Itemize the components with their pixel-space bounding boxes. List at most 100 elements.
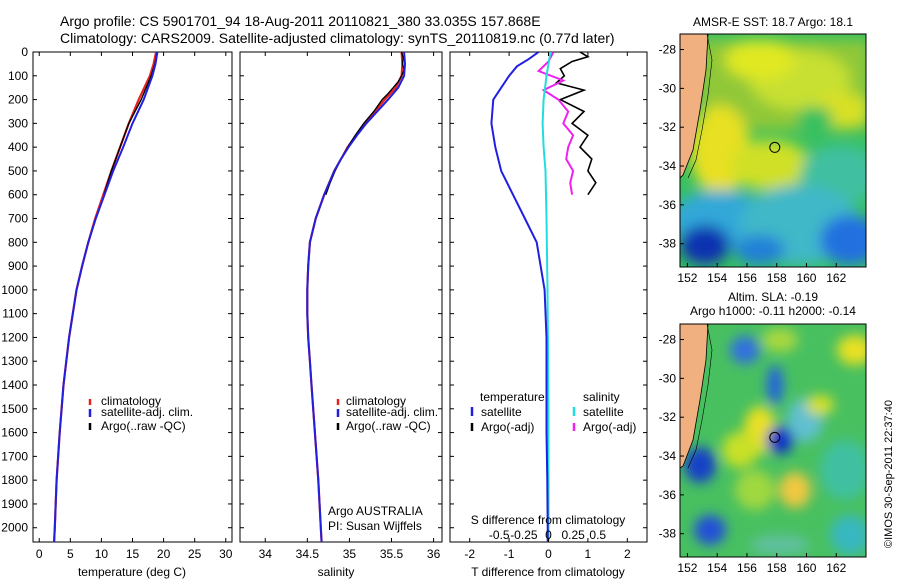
- difference-x-tick-label: -1: [504, 547, 515, 561]
- legend-header-salinity: salinity: [583, 390, 620, 404]
- map-lat-label: -30: [659, 371, 677, 385]
- depth-tick-label: 1500: [1, 402, 28, 416]
- legend-header-temperature: temperature: [480, 390, 545, 404]
- depth-tick-label: 100: [8, 69, 28, 83]
- difference-top-label: S difference from climatology: [471, 513, 626, 527]
- legend-satellite: satellite-adj. clim.: [101, 405, 193, 419]
- salinity-x-tick-label: 36: [427, 547, 441, 561]
- sla-map-field: [680, 324, 866, 557]
- map-lon-label: 152: [677, 561, 697, 575]
- map-lat-label: -32: [659, 120, 677, 134]
- depth-tick-label: 1400: [1, 378, 28, 392]
- depth-tick-label: 1800: [1, 473, 28, 487]
- depth-tick-label: 0: [21, 45, 28, 59]
- legend-climatology: climatology: [346, 394, 406, 408]
- depth-tick-label: 1700: [1, 449, 28, 463]
- map-lat-label: -38: [659, 527, 677, 541]
- depth-tick-label: 200: [8, 93, 28, 107]
- figure-title-line2: Climatology: CARS2009. Satellite-adjuste…: [60, 30, 615, 46]
- salinity-panel-frame: [239, 51, 443, 543]
- difference-lines: [490, 52, 597, 542]
- legend-sal-satellite: satellite: [583, 405, 624, 419]
- salinity-x-tick-label: 35.5: [380, 547, 404, 561]
- legend-argo: Argo(..raw -QC): [346, 419, 431, 433]
- depth-tick-label: 800: [8, 235, 28, 249]
- sst-argo-location-marker: [769, 141, 781, 153]
- map-lat-label: -28: [659, 43, 677, 57]
- map-lat-label: -36: [659, 198, 677, 212]
- sst-map-title: AMSR-E SST: 18.7 Argo: 18.1: [693, 15, 853, 29]
- salinity-lines: [306, 52, 407, 542]
- depth-tick-label: 700: [8, 212, 28, 226]
- depth-tick-label: 1100: [2, 307, 28, 321]
- salinity-x-tick-label: 34.5: [296, 547, 320, 561]
- series-temperature-satellite: [490, 52, 549, 542]
- legend-temp-argo: Argo(-adj): [481, 420, 534, 434]
- difference-x-tick-label: 0: [545, 547, 552, 561]
- sst-map-ticks: 152 154 156 158 160 162 -28 -30 -32 -34 -36 -38: [659, 43, 847, 285]
- depth-axis-ticks: [33, 51, 647, 529]
- sst-map-field: [680, 34, 866, 267]
- difference-s-tick-label: -0.25: [510, 528, 538, 542]
- series-temperature-argo: [554, 52, 597, 196]
- difference-s-tick-label: -0.5: [489, 528, 510, 542]
- map-lon-label: 158: [767, 271, 787, 285]
- difference-x-tick-label: 2: [624, 547, 631, 561]
- annotation-pi: PI: Susan Wijffels: [328, 519, 422, 533]
- map-lon-label: 156: [737, 271, 757, 285]
- map-lon-label: 160: [796, 271, 816, 285]
- temperature-x-tick-label: 10: [95, 547, 109, 561]
- difference-x-ticks: -2 -1 0 1 2: [464, 52, 631, 561]
- temperature-x-tick-label: 20: [157, 547, 171, 561]
- legend-temp-satellite: satellite: [481, 405, 522, 419]
- map-lat-label: -34: [659, 449, 677, 463]
- map-lon-label: 152: [677, 271, 697, 285]
- map-lat-label: -34: [659, 159, 677, 173]
- series-salinity-satellite: [541, 52, 552, 542]
- difference-legend: temperature salinity satellite Argo(-adj…: [470, 390, 636, 434]
- depth-tick-label: 500: [8, 164, 28, 178]
- map-lon-label: 154: [707, 271, 727, 285]
- temperature-x-tick-label: 15: [126, 547, 140, 561]
- depth-tick-label: 1300: [1, 354, 28, 368]
- map-lat-label: -30: [659, 81, 677, 95]
- depth-tick-label: 600: [8, 188, 28, 202]
- depth-tick-label: 2000: [1, 521, 28, 535]
- series-satellite: [306, 52, 407, 542]
- temperature-legend: climatology satellite-adj. clim. Argo(..…: [88, 394, 193, 433]
- sla-argo-location-marker: [769, 431, 781, 443]
- sla-map-frame: [679, 323, 867, 558]
- temperature-x-ticks: 0 5 10 15 20 25 30: [36, 52, 233, 561]
- depth-tick-label: 1600: [1, 426, 28, 440]
- depth-tick-label: 900: [8, 259, 28, 273]
- figure-title-line1: Argo profile: CS 5901701_94 18-Aug-2011 …: [60, 13, 541, 29]
- difference-s-tick-label: 0.25: [561, 528, 585, 542]
- difference-s-tick-label: 0.5: [589, 528, 606, 542]
- sst-map-frame: [679, 33, 867, 268]
- map-lon-label: 162: [826, 271, 846, 285]
- depth-tick-label: 1000: [1, 283, 28, 297]
- legend-sal-argo: Argo(-adj): [583, 420, 636, 434]
- salinity-x-ticks: 34 34.5 35 35.5 36: [259, 52, 441, 561]
- map-lon-label: 154: [707, 561, 727, 575]
- annotation-argo-australia: Argo AUSTRALIA: [328, 504, 423, 518]
- map-lon-label: 160: [796, 561, 816, 575]
- depth-tick-label: 1200: [1, 330, 28, 344]
- difference-xlabel: T difference from climatology: [471, 565, 625, 579]
- map-lat-label: -32: [659, 410, 677, 424]
- sla-map-title-line2: Argo h1000: -0.11 h2000: -0.14: [690, 304, 856, 318]
- difference-x-tick-label: 1: [585, 547, 592, 561]
- map-lat-label: -28: [659, 333, 677, 347]
- imos-credit: ©IMOS 30-Sep-2011 22:37:40: [883, 400, 895, 548]
- temperature-x-tick-label: 30: [219, 547, 233, 561]
- salinity-legend: climatology satellite-adj. clim. Argo(..…: [336, 394, 438, 433]
- sla-map-title-line1: Altim. SLA: -0.19: [728, 290, 818, 304]
- temperature-lines: [53, 52, 159, 542]
- map-lat-label: -38: [659, 237, 677, 251]
- depth-tick-label: 400: [8, 140, 28, 154]
- temperature-panel-frame: [32, 51, 233, 543]
- difference-s-ticks: -0.5 -0.25 0 0.25 0.5: [489, 528, 607, 542]
- temperature-x-tick-label: 0: [36, 547, 43, 561]
- map-lon-label: 158: [767, 561, 787, 575]
- legend-satellite: satellite-adj. clim.: [346, 405, 438, 419]
